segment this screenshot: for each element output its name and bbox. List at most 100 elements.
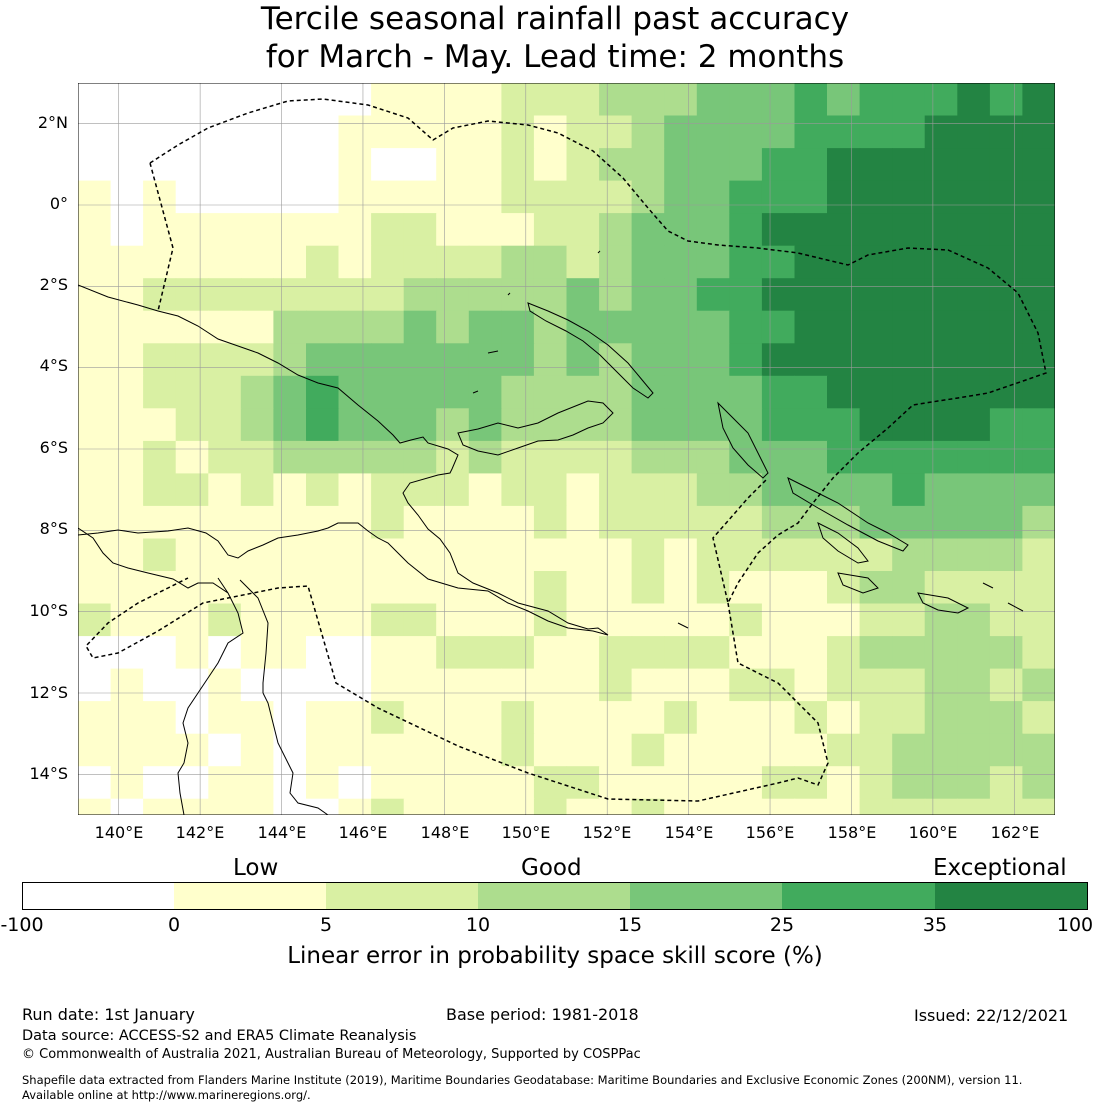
base-period: Base period: 1981-2018 (446, 1005, 639, 1024)
grid-cell (78, 766, 112, 800)
grid-cell (794, 603, 828, 637)
grid-cell (696, 180, 730, 214)
grid-cell (599, 115, 633, 149)
grid-cell (989, 310, 1024, 344)
grid-cell (338, 310, 372, 344)
grid-cell (501, 538, 535, 572)
grid-cell (501, 148, 535, 182)
grid-cell (761, 310, 796, 344)
lon-label-156e: 156°E (745, 823, 795, 842)
grid-cell (664, 408, 698, 442)
grid-cell (533, 668, 568, 702)
grid-cell (371, 180, 405, 214)
grid-cell (859, 180, 893, 214)
grid-cell (761, 733, 796, 767)
grid-cell (696, 440, 730, 474)
grid-cell (631, 766, 665, 800)
grid-cell (338, 408, 372, 442)
grid-cell (501, 571, 535, 605)
grid-cell (664, 245, 698, 279)
grid-cell (1022, 180, 1055, 214)
grid-cell (794, 83, 828, 117)
colorbar-title: Linear error in probability space skill … (287, 943, 823, 969)
grid-cell (143, 115, 177, 149)
grid-cell (924, 733, 958, 767)
grid-cell (566, 148, 600, 182)
grid-cell (1022, 83, 1055, 117)
grid-cell (794, 245, 828, 279)
grid-cell (143, 538, 177, 572)
grid-cell (989, 603, 1024, 637)
grid-cell (533, 343, 568, 377)
grid-cell (696, 505, 730, 539)
grid-cell (175, 603, 209, 637)
grid-cell (78, 636, 112, 670)
grid-cell (110, 115, 144, 149)
grid-cell (1022, 603, 1055, 637)
grid-cell (175, 180, 209, 214)
grid-cell (78, 701, 112, 735)
grid-cell (371, 733, 405, 767)
grid-cell (240, 668, 274, 702)
grid-cell (273, 83, 307, 117)
grid-cell (827, 343, 861, 377)
colorbar-tick-25: 25 (769, 914, 795, 936)
grid-cell (501, 180, 535, 214)
grid-cell (501, 733, 535, 767)
grid-cell (338, 278, 372, 312)
grid-cell (892, 343, 926, 377)
grid-cell (371, 375, 405, 409)
grid-cell (208, 798, 242, 815)
grid-cell (1022, 668, 1055, 702)
grid-cell (827, 636, 861, 670)
grid-cell (240, 148, 274, 182)
grid-cell (468, 733, 502, 767)
grid-cell (371, 310, 405, 344)
grid-cell (403, 343, 437, 377)
grid-cell (306, 538, 340, 572)
grid-cell (240, 798, 274, 815)
grid-cell (729, 505, 763, 539)
grid-cell (827, 375, 861, 409)
grid-cell (468, 115, 502, 149)
lat-label-4s: 4°S (39, 356, 68, 375)
grid-cell (729, 571, 763, 605)
grid-cell (794, 505, 828, 539)
grid-cell (566, 636, 600, 670)
grid-cell (436, 603, 470, 637)
grid-cell (729, 603, 763, 637)
grid-cell (468, 798, 502, 815)
grid-cell (78, 115, 112, 149)
grid-cell (403, 636, 437, 670)
colorbar-tick-0: 0 (167, 914, 181, 936)
grid-cell (924, 408, 958, 442)
grid-cell (240, 766, 274, 800)
grid-cell (175, 213, 209, 247)
grid-cell (273, 245, 307, 279)
grid-cell (143, 83, 177, 117)
lon-label-154e: 154°E (664, 823, 714, 842)
grid-cell (143, 603, 177, 637)
grid-cell (468, 310, 502, 344)
grid-cell (566, 83, 600, 117)
grid-cell (957, 148, 991, 182)
grid-cell (924, 310, 958, 344)
grid-cell (892, 375, 926, 409)
grid-cell (208, 603, 242, 637)
grid-cell (892, 668, 926, 702)
grid-cell (631, 668, 665, 702)
grid-cell (664, 115, 698, 149)
grid-cell (1022, 798, 1055, 815)
grid-cell (696, 798, 730, 815)
grid-cell (175, 343, 209, 377)
grid-cell (924, 83, 958, 117)
grid-cell (664, 278, 698, 312)
grid-cell (403, 538, 437, 572)
grid-cell (78, 571, 112, 605)
colorbar-bin-15-25 (630, 882, 782, 910)
grid-cell (924, 798, 958, 815)
grid-cell (794, 213, 828, 247)
grid-cell (729, 668, 763, 702)
grid-cell (533, 733, 568, 767)
grid-cell (892, 571, 926, 605)
